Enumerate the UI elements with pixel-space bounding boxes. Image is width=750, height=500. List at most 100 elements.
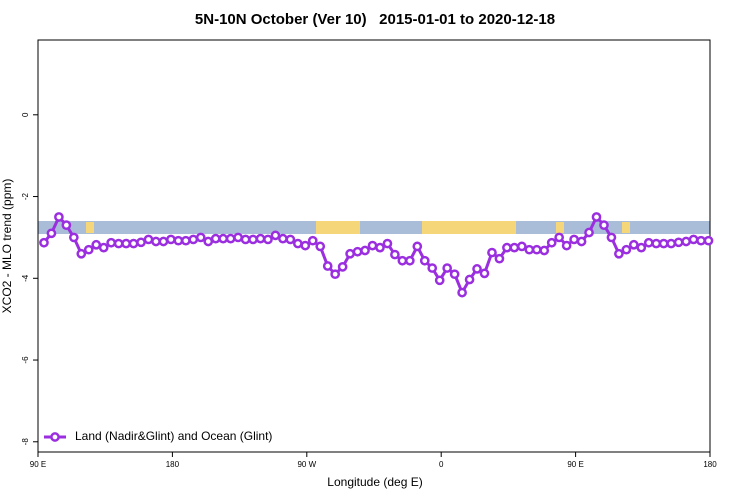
data-point bbox=[285, 234, 296, 245]
data-point bbox=[524, 244, 535, 255]
data-point bbox=[479, 268, 490, 279]
data-point bbox=[688, 234, 699, 245]
data-point bbox=[457, 287, 467, 298]
data-point bbox=[666, 238, 677, 249]
y-tick-label: -8 bbox=[21, 438, 30, 446]
data-point bbox=[673, 237, 684, 248]
data-point bbox=[106, 237, 117, 248]
data-point bbox=[419, 255, 430, 266]
data-point bbox=[352, 246, 363, 257]
data-point bbox=[337, 261, 348, 272]
data-point bbox=[225, 233, 236, 244]
x-tick-label: 0 bbox=[439, 460, 444, 469]
data-point bbox=[98, 242, 109, 253]
data-point bbox=[143, 234, 154, 245]
data-point bbox=[382, 238, 393, 249]
data-point bbox=[539, 245, 550, 256]
land-ocean-band bbox=[38, 221, 710, 234]
data-point bbox=[76, 248, 87, 259]
data-point bbox=[151, 236, 161, 247]
data-point bbox=[681, 236, 691, 247]
data-point bbox=[292, 238, 303, 249]
data-point bbox=[464, 274, 475, 285]
y-tick-label: 0 bbox=[21, 112, 30, 117]
x-tick-label: 90 E bbox=[30, 460, 46, 469]
legend-label: Land (Nadir&Glint) and Ocean (Glint) bbox=[75, 429, 272, 443]
x-tick-label: 180 bbox=[166, 460, 180, 469]
data-point bbox=[39, 237, 49, 248]
data-point bbox=[136, 237, 146, 248]
data-point bbox=[390, 249, 400, 260]
data-point bbox=[696, 235, 706, 246]
data-point bbox=[322, 261, 333, 271]
data-point bbox=[61, 220, 72, 231]
data-point bbox=[218, 233, 229, 244]
data-point bbox=[621, 244, 632, 255]
data-point bbox=[330, 269, 341, 280]
data-point bbox=[210, 233, 221, 244]
data-point bbox=[188, 234, 199, 245]
legend-marker bbox=[50, 432, 60, 442]
data-point bbox=[703, 235, 714, 246]
data-point bbox=[83, 244, 94, 255]
data-point bbox=[487, 247, 497, 258]
chart-title: 5N-10N October (Ver 10) 2015-01-01 to 20… bbox=[195, 11, 555, 28]
data-point bbox=[248, 234, 258, 245]
data-point bbox=[240, 234, 251, 245]
data-point bbox=[307, 235, 318, 246]
data-point bbox=[233, 232, 243, 243]
y-tick-label: -6 bbox=[21, 356, 30, 364]
data-point bbox=[412, 241, 423, 252]
data-point bbox=[46, 228, 57, 239]
y-axis-label: XCO2 - MLO trend (ppm) bbox=[0, 179, 14, 314]
x-tick-label: 180 bbox=[703, 460, 717, 469]
data-point bbox=[128, 238, 139, 249]
data-point bbox=[203, 236, 214, 247]
data-point bbox=[614, 248, 624, 259]
data-point bbox=[375, 242, 385, 253]
data-point bbox=[599, 220, 609, 231]
data-point bbox=[397, 255, 408, 266]
data-point bbox=[569, 234, 579, 245]
data-point bbox=[591, 212, 602, 222]
data-point bbox=[576, 236, 587, 247]
y-tick-label: -4 bbox=[21, 274, 30, 282]
data-point bbox=[651, 238, 662, 249]
data-point bbox=[54, 212, 64, 222]
data-point bbox=[427, 263, 438, 273]
data-point bbox=[531, 244, 542, 255]
x-axis-label: Longitude (deg E) bbox=[327, 475, 422, 489]
data-point bbox=[91, 239, 102, 250]
data-point bbox=[113, 238, 124, 249]
data-point bbox=[502, 242, 512, 253]
y-tick-label: -2 bbox=[21, 192, 30, 200]
data-point bbox=[449, 269, 460, 280]
data-point bbox=[606, 232, 617, 243]
data-point bbox=[516, 241, 527, 252]
data-point bbox=[561, 240, 572, 251]
data-point bbox=[546, 237, 557, 248]
data-point bbox=[636, 242, 647, 253]
data-point bbox=[255, 233, 266, 244]
data-point bbox=[68, 232, 79, 243]
data-point bbox=[442, 263, 453, 273]
data-point bbox=[658, 238, 669, 249]
data-point bbox=[158, 236, 169, 247]
data-point bbox=[367, 240, 378, 251]
data-point bbox=[643, 237, 654, 248]
data-point bbox=[345, 248, 355, 259]
data-point bbox=[584, 227, 594, 238]
data-point bbox=[554, 232, 565, 243]
data-point bbox=[494, 253, 505, 264]
data-point bbox=[270, 230, 281, 241]
x-tick-label: 90 E bbox=[567, 460, 583, 469]
data-point bbox=[300, 240, 311, 251]
data-point bbox=[360, 245, 370, 256]
data-point bbox=[434, 275, 445, 286]
data-point bbox=[263, 234, 273, 245]
data-point bbox=[278, 233, 288, 244]
data-point bbox=[180, 235, 191, 246]
data-point bbox=[404, 255, 415, 266]
data-point bbox=[315, 241, 326, 252]
